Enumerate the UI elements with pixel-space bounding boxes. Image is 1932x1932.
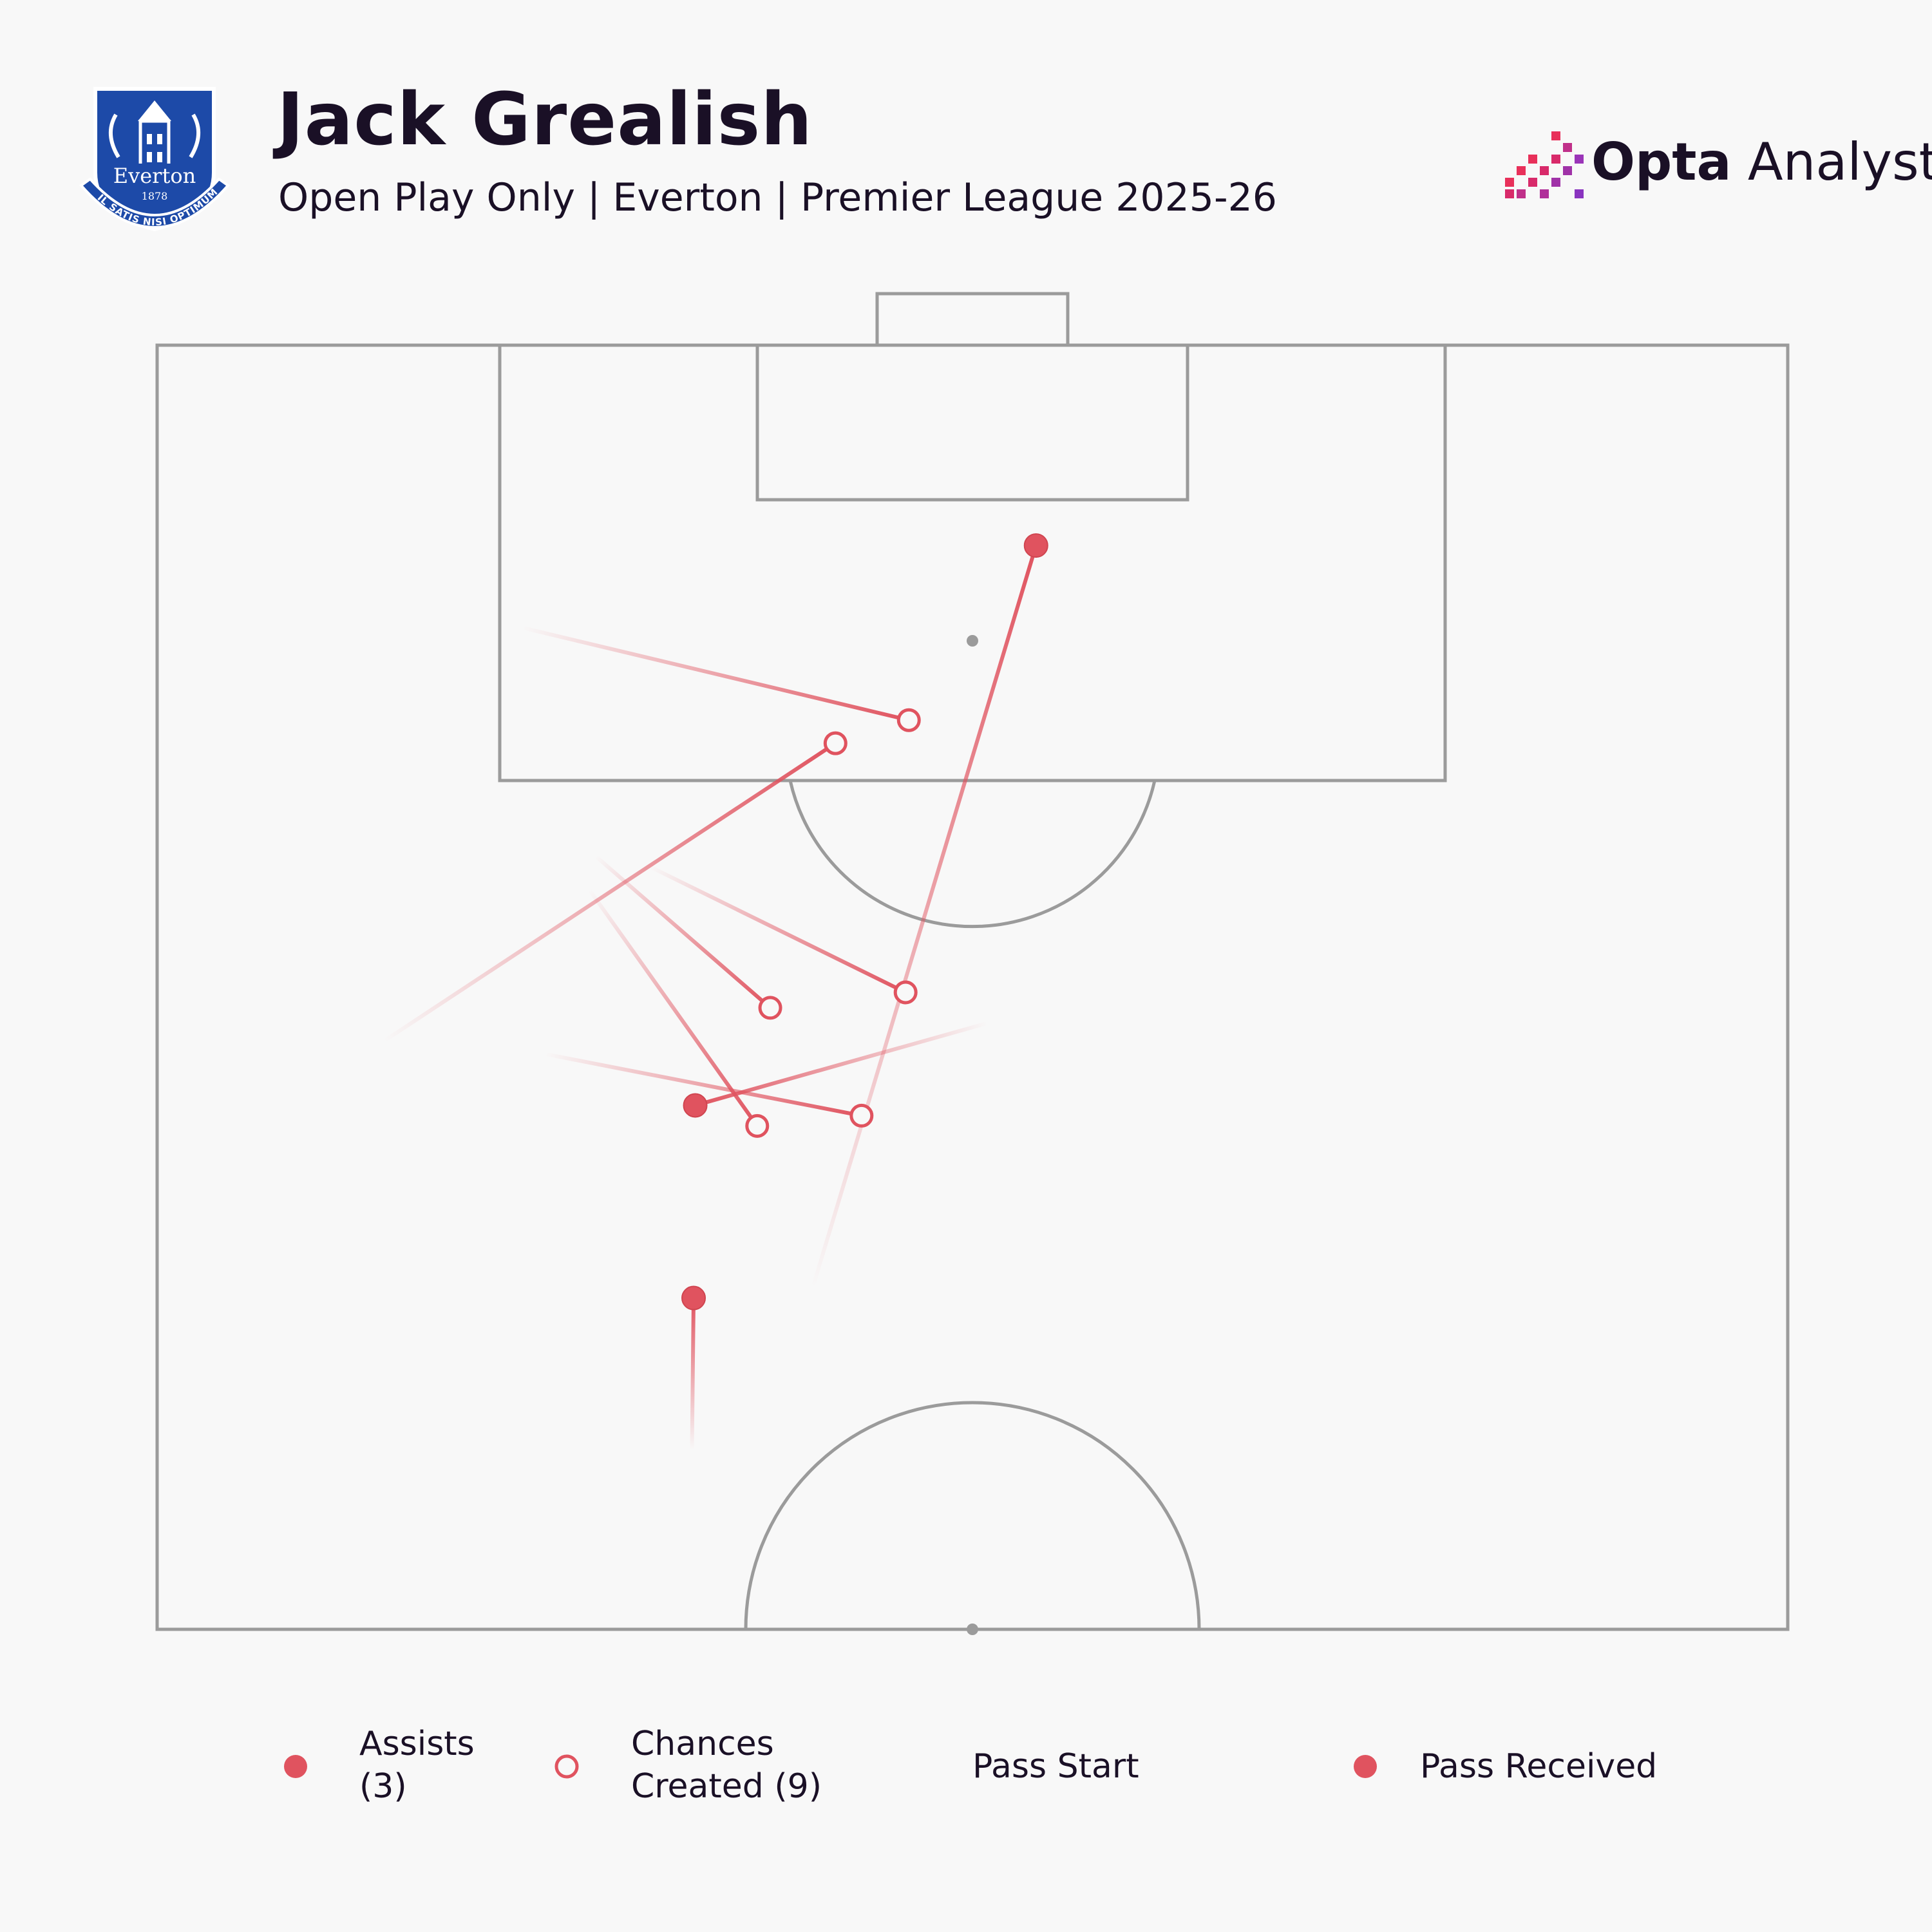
assist-marker [681, 1285, 706, 1311]
chance-pass-line [594, 855, 772, 1010]
opta-analyst-mark-icon [1505, 131, 1584, 198]
centre-spot [967, 1624, 978, 1635]
chance-marker [745, 1113, 770, 1138]
penalty-spot [967, 635, 978, 647]
pitch-outline [155, 343, 1790, 1631]
legend-assist-marker [284, 1755, 307, 1778]
crest-name: Everton [113, 164, 196, 188]
assist-pass-line [690, 1298, 696, 1450]
legend-chances: Chances Created (9) [631, 1723, 822, 1808]
chance-marker [849, 1103, 874, 1128]
opta-analyst-logo: Opta Analyst [1504, 122, 1932, 206]
six-yard-box [755, 343, 1189, 502]
assist-marker [1023, 533, 1048, 558]
brand-bold: Opta [1591, 132, 1732, 192]
penalty-arc [788, 780, 1157, 929]
everton-crest-icon: Everton 1878 NIL SATIS NISI OPTIMUM [76, 76, 230, 232]
page-title: Jack Grealish [277, 78, 813, 162]
pitch-lines [155, 292, 1790, 1631]
centre-circle [744, 1401, 1201, 1630]
chance-marker [823, 731, 848, 755]
chance-pass-line [522, 625, 909, 723]
chance-pass-line [649, 864, 907, 994]
legend-chances-label: Chances [631, 1725, 774, 1763]
chance-marker [893, 980, 918, 1005]
assist-pass-line [810, 545, 1038, 1289]
legend-pass-received: Pass Received [1420, 1747, 1658, 1786]
brand-light: Analyst [1731, 132, 1932, 192]
chance-pass-line [383, 741, 837, 1043]
legend-assists-label: Assists [359, 1725, 475, 1763]
chance-pass-line [545, 1052, 862, 1118]
legend-chances-label-2: Created (9) [631, 1767, 822, 1806]
penalty-box [498, 343, 1447, 782]
legend-assists-count: (3) [359, 1767, 407, 1806]
assist-marker [683, 1093, 708, 1118]
chance-pass-line [587, 888, 759, 1128]
chance-marker [758, 996, 782, 1020]
page-subtitle: Open Play Only | Everton | Premier Leagu… [278, 175, 1277, 220]
crest-year: 1878 [142, 190, 168, 202]
goal [875, 292, 1070, 347]
legend-received-marker [1354, 1755, 1377, 1778]
pass-layer [383, 533, 1048, 1450]
legend-pass-start: Pass Start [972, 1747, 1139, 1786]
opta-analyst-wordmark: Opta Analyst [1591, 137, 1932, 188]
chance-marker [896, 708, 921, 732]
legend-chance-marker [554, 1754, 579, 1779]
legend-assists: Assists (3) [359, 1723, 475, 1808]
